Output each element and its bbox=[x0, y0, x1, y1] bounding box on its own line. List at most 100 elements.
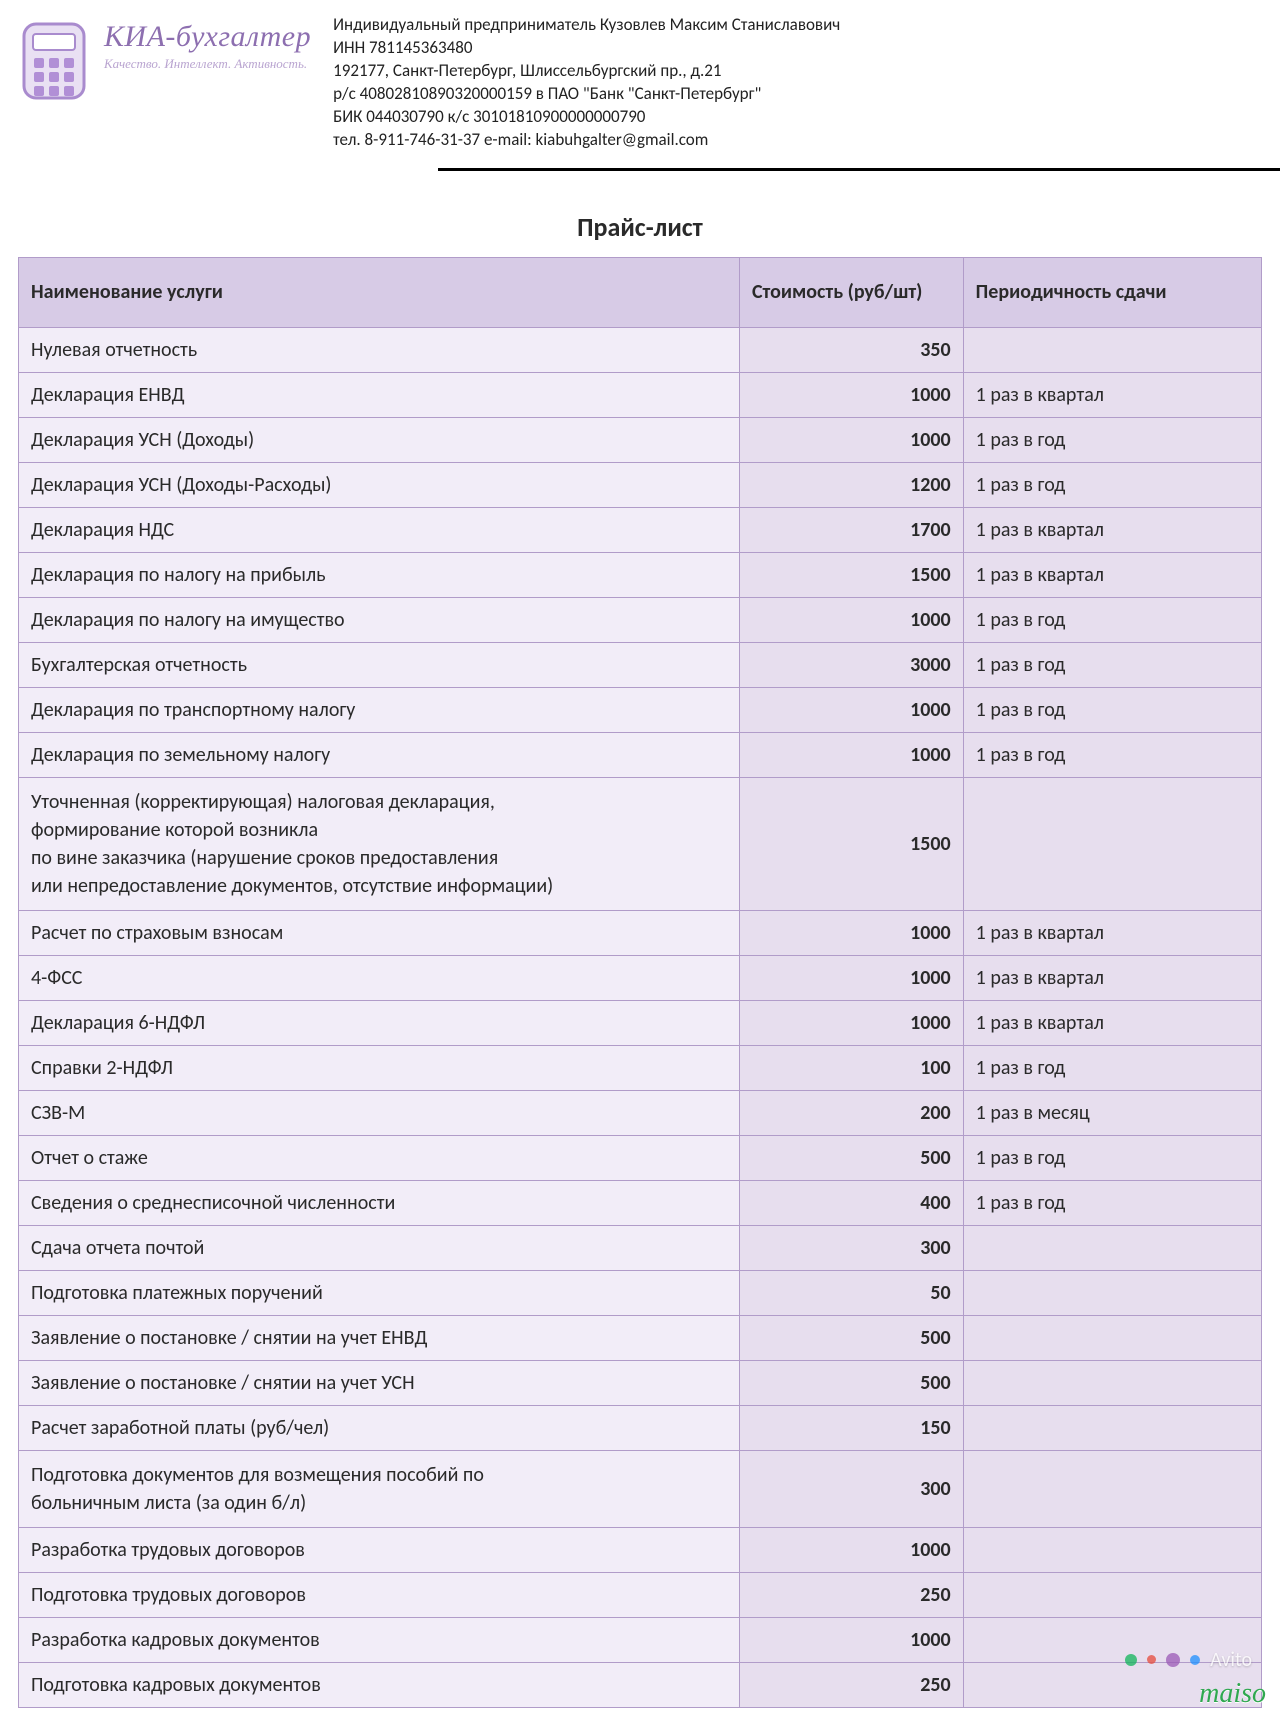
cell-name: Расчет заработной платы (руб/чел) bbox=[19, 1405, 740, 1450]
cell-price: 300 bbox=[739, 1225, 963, 1270]
cell-name: Подготовка кадровых документов bbox=[19, 1662, 740, 1707]
table-row: Сдача отчета почтой300 bbox=[19, 1225, 1262, 1270]
cell-name: Бухгалтерская отчетность bbox=[19, 642, 740, 687]
cell-price: 300 bbox=[739, 1450, 963, 1527]
cell-name: Подготовка документов для возмещения пос… bbox=[19, 1450, 740, 1527]
cell-price: 1000 bbox=[739, 910, 963, 955]
table-row: Декларация по налогу на имущество10001 р… bbox=[19, 597, 1262, 642]
table-row: Разработка кадровых документов1000 bbox=[19, 1617, 1262, 1662]
table-row: СЗВ-М2001 раз в месяц bbox=[19, 1090, 1262, 1135]
cell-name: Декларация по земельному налогу bbox=[19, 732, 740, 777]
cell-price: 500 bbox=[739, 1360, 963, 1405]
table-row: Заявление о постановке / снятии на учет … bbox=[19, 1360, 1262, 1405]
header: КИА-бухгалтер Качество. Интеллект. Актив… bbox=[18, 10, 1262, 162]
cell-price: 1000 bbox=[739, 597, 963, 642]
cell-period bbox=[963, 1527, 1261, 1572]
cell-name: Декларация УСН (Доходы) bbox=[19, 417, 740, 462]
cell-price: 100 bbox=[739, 1045, 963, 1090]
table-row: Заявление о постановке / снятии на учет … bbox=[19, 1315, 1262, 1360]
cell-period: 1 раз в год bbox=[963, 1135, 1261, 1180]
cell-name: Декларация по транспортному налогу bbox=[19, 687, 740, 732]
cell-period bbox=[963, 1315, 1261, 1360]
cell-period: 1 раз в год bbox=[963, 462, 1261, 507]
table-row: Декларация ЕНВД10001 раз в квартал bbox=[19, 372, 1262, 417]
page: КИА-бухгалтер Качество. Интеллект. Актив… bbox=[0, 0, 1280, 1708]
watermark-avito: Avito bbox=[1125, 1648, 1252, 1672]
cell-price: 1500 bbox=[739, 552, 963, 597]
page-title: Прайс-лист bbox=[18, 211, 1262, 243]
cell-name: Сдача отчета почтой bbox=[19, 1225, 740, 1270]
cell-period: 1 раз в квартал bbox=[963, 910, 1261, 955]
cell-name: Декларация НДС bbox=[19, 507, 740, 552]
col-name: Наименование услуги bbox=[19, 257, 740, 327]
cell-name: Сведения о среднесписочной численности bbox=[19, 1180, 740, 1225]
avito-dot-icon bbox=[1166, 1653, 1180, 1667]
table-row: Расчет по страховым взносам10001 раз в к… bbox=[19, 910, 1262, 955]
cell-name: 4-ФСС bbox=[19, 955, 740, 1000]
cell-name: Справки 2-НДФЛ bbox=[19, 1045, 740, 1090]
cell-name: Расчет по страховым взносам bbox=[19, 910, 740, 955]
avito-dot-icon bbox=[1125, 1654, 1137, 1666]
table-row: Подготовка трудовых договоров250 bbox=[19, 1572, 1262, 1617]
cell-price: 1000 bbox=[739, 1000, 963, 1045]
watermark-avito-text: Avito bbox=[1210, 1648, 1252, 1672]
table-row: Подготовка платежных поручений50 bbox=[19, 1270, 1262, 1315]
cell-name: Декларация ЕНВД bbox=[19, 372, 740, 417]
table-row: Декларация по налогу на прибыль15001 раз… bbox=[19, 552, 1262, 597]
cell-period bbox=[963, 1225, 1261, 1270]
cell-name: Отчет о стаже bbox=[19, 1135, 740, 1180]
cell-period: 1 раз в год bbox=[963, 732, 1261, 777]
cell-name: Разработка трудовых договоров bbox=[19, 1527, 740, 1572]
cell-period: 1 раз в квартал bbox=[963, 552, 1261, 597]
cell-period bbox=[963, 1405, 1261, 1450]
cell-period: 1 раз в квартал bbox=[963, 372, 1261, 417]
cell-name: Декларация 6-НДФЛ bbox=[19, 1000, 740, 1045]
avito-dot-icon bbox=[1190, 1655, 1200, 1665]
cell-name: Разработка кадровых документов bbox=[19, 1617, 740, 1662]
cell-price: 1000 bbox=[739, 732, 963, 777]
org-info: Индивидуальный предприниматель Кузовлев … bbox=[333, 10, 1262, 152]
cell-price: 250 bbox=[739, 1572, 963, 1617]
org-lines: Индивидуальный предприниматель Кузовлев … bbox=[333, 14, 1262, 152]
logo-text: КИА-бухгалтер Качество. Интеллект. Актив… bbox=[104, 20, 311, 72]
cell-period bbox=[963, 1572, 1261, 1617]
cell-price: 1000 bbox=[739, 687, 963, 732]
cell-price: 500 bbox=[739, 1315, 963, 1360]
cell-price: 250 bbox=[739, 1662, 963, 1707]
cell-name: Уточненная (корректирующая) налоговая де… bbox=[19, 777, 740, 910]
cell-price: 3000 bbox=[739, 642, 963, 687]
table-row: Декларация по транспортному налогу10001 … bbox=[19, 687, 1262, 732]
table-row: Декларация по земельному налогу10001 раз… bbox=[19, 732, 1262, 777]
cell-period bbox=[963, 1360, 1261, 1405]
table-row: Декларация УСН (Доходы-Расходы)12001 раз… bbox=[19, 462, 1262, 507]
price-table: Наименование услуги Стоимость (руб/шт) П… bbox=[18, 257, 1262, 1708]
table-row: Нулевая отчетность350 bbox=[19, 327, 1262, 372]
table-row: Расчет заработной платы (руб/чел)150 bbox=[19, 1405, 1262, 1450]
cell-name: Нулевая отчетность bbox=[19, 327, 740, 372]
cell-price: 1000 bbox=[739, 955, 963, 1000]
cell-name: СЗВ-М bbox=[19, 1090, 740, 1135]
cell-price: 1000 bbox=[739, 1527, 963, 1572]
cell-period: 1 раз в квартал bbox=[963, 955, 1261, 1000]
cell-price: 1500 bbox=[739, 777, 963, 910]
col-price: Стоимость (руб/шт) bbox=[739, 257, 963, 327]
cell-period: 1 раз в месяц bbox=[963, 1090, 1261, 1135]
cell-period: 1 раз в квартал bbox=[963, 507, 1261, 552]
cell-price: 50 bbox=[739, 1270, 963, 1315]
cell-period: 1 раз в год bbox=[963, 1180, 1261, 1225]
table-row: Декларация УСН (Доходы)10001 раз в год bbox=[19, 417, 1262, 462]
cell-period bbox=[963, 1270, 1261, 1315]
cell-price: 350 bbox=[739, 327, 963, 372]
cell-price: 1200 bbox=[739, 462, 963, 507]
header-divider bbox=[438, 168, 1280, 171]
table-row: Справки 2-НДФЛ1001 раз в год bbox=[19, 1045, 1262, 1090]
cell-name: Заявление о постановке / снятии на учет … bbox=[19, 1315, 740, 1360]
cell-period bbox=[963, 327, 1261, 372]
cell-period: 1 раз в год bbox=[963, 597, 1261, 642]
logo: КИА-бухгалтер Качество. Интеллект. Актив… bbox=[18, 10, 311, 102]
cell-period bbox=[963, 1450, 1261, 1527]
cell-price: 1700 bbox=[739, 507, 963, 552]
cell-name: Заявление о постановке / снятии на учет … bbox=[19, 1360, 740, 1405]
cell-name: Декларация по налогу на имущество bbox=[19, 597, 740, 642]
table-row: Сведения о среднесписочной численности40… bbox=[19, 1180, 1262, 1225]
